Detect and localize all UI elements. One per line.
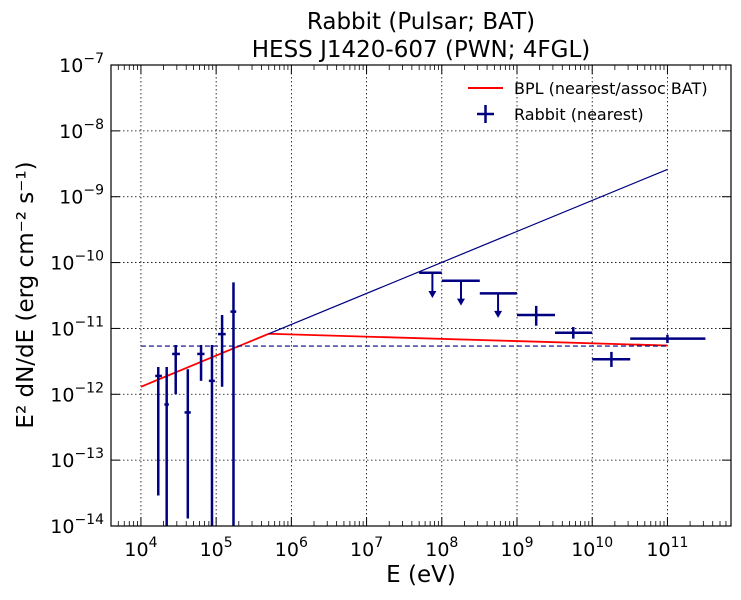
tick-labels: 104 105 106 107 108 109 1010 1011 10−14 10−13 10−1… [50, 51, 688, 561]
series-layer [140, 168, 706, 526]
data-point [517, 305, 556, 326]
data-point [208, 345, 215, 526]
chart-title-line-2: HESS J1420-607 (PWN; 4FGL) [252, 37, 591, 63]
x-axis-label: E (eV) [386, 562, 456, 588]
x-tick-label: 109 [500, 535, 533, 561]
x-tick-label: 107 [350, 535, 383, 561]
data-point [555, 327, 593, 339]
y-tick-label: 10−7 [59, 51, 104, 77]
upper-limit-point [419, 271, 442, 299]
data-point [155, 366, 162, 496]
data-point [630, 334, 706, 344]
y-tick-label: 10−13 [50, 446, 104, 472]
y-tick-label: 10−14 [50, 512, 104, 538]
x-tick-label: 108 [425, 535, 458, 561]
minor-ticks [110, 64, 732, 527]
y-tick-label: 10−8 [59, 117, 104, 143]
plot-frame [110, 64, 732, 527]
x-tick-label: 104 [124, 535, 157, 561]
x-tick-label: 106 [275, 535, 308, 561]
upper-limit-point [479, 292, 518, 318]
y-tick-label: 10−12 [50, 380, 104, 406]
legend-points-label: Rabbit (nearest) [514, 105, 644, 124]
legend-bpl-label: BPL (nearest/assoc BAT) [514, 79, 708, 98]
data-point [218, 314, 226, 387]
y-tick-label: 10−10 [50, 249, 104, 275]
powerlaw-line-series [268, 168, 668, 335]
data-point [184, 369, 191, 519]
legend: BPL (nearest/assoc BAT) Rabbit (nearest) [468, 79, 708, 124]
data-point [592, 351, 631, 367]
y-tick-label: 10−11 [50, 314, 104, 340]
plot-background [111, 65, 731, 526]
chart-title-line-1: Rabbit (Pulsar; BAT) [307, 9, 535, 35]
x-tick-label: 1011 [646, 535, 688, 561]
y-tick-label: 10−9 [59, 183, 104, 209]
data-point [197, 345, 205, 381]
upper-limit-arrowhead [494, 310, 503, 318]
data-point [172, 345, 180, 395]
data-point [230, 282, 237, 526]
y-axis-label: E² dN/dE (erg cm⁻² s⁻¹) [13, 161, 39, 428]
upper-limit-arrowhead [428, 291, 437, 299]
upper-limit-arrowhead [456, 298, 465, 306]
upper-limit-point [441, 279, 480, 306]
data-point [164, 366, 169, 526]
x-tick-label: 105 [200, 535, 233, 561]
x-tick-label: 1010 [571, 535, 613, 561]
